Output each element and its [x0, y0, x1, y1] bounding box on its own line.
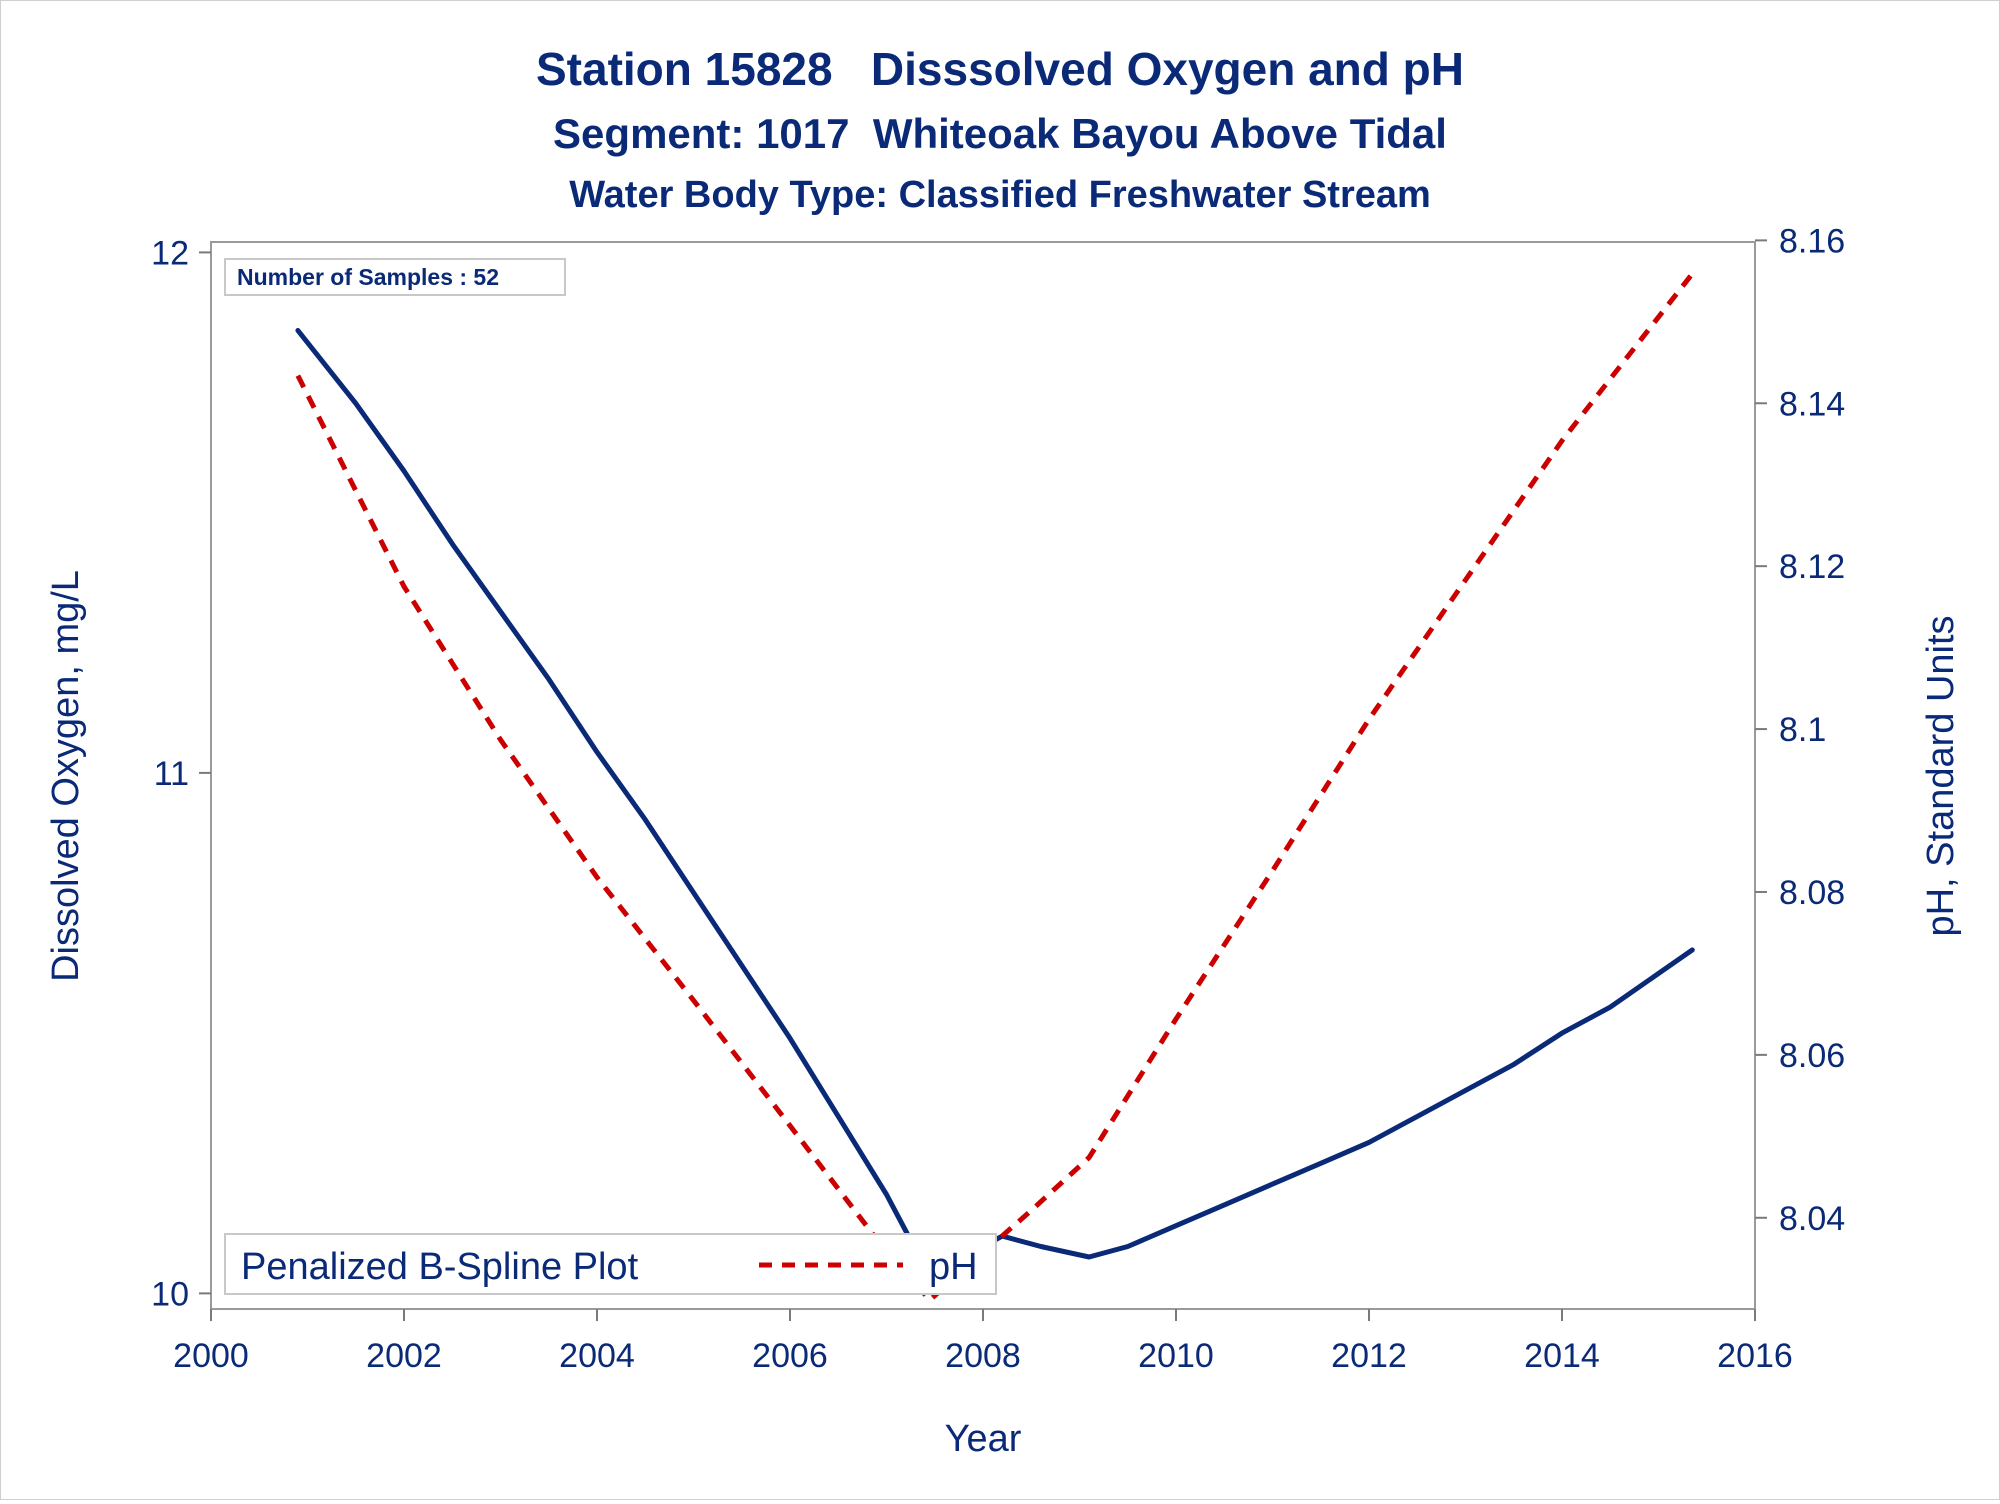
chart-title: Station 15828 Disssolved Oxygen and pH — [536, 43, 1464, 95]
y-right-tick-label: 8.16 — [1779, 222, 1845, 260]
x-tick-label: 2010 — [1138, 1337, 1214, 1375]
x-axis: 2000 2002 2004 2006 2008 2010 2012 2014 2016 — [173, 1309, 1793, 1375]
series-line-ph — [295, 272, 1695, 1303]
y-right-tick-label: 8.14 — [1779, 385, 1845, 423]
y-right-tick-label: 8.06 — [1779, 1037, 1845, 1075]
y-axis-right: 8.04 8.06 8.08 8.1 8.12 8.14 8.16 — [1755, 222, 1845, 1238]
chart-subtitle-2: Water Body Type: Classified Freshwater S… — [569, 174, 1431, 216]
y-left-tick-label: 10 — [151, 1275, 189, 1313]
y-left-tick-label: 11 — [154, 755, 189, 793]
legend-box — [224, 1233, 997, 1295]
series-layer — [295, 272, 1695, 1303]
legend: Penalized B-Spline Plot pH — [224, 1233, 997, 1295]
y-axis-left-label: Dissolved Oxygen, mg/L — [45, 570, 87, 982]
sample-count-box — [224, 258, 566, 296]
y-left-tick-label: 12 — [151, 234, 189, 272]
y-right-tick-label: 8.12 — [1779, 548, 1845, 586]
x-tick-label: 2002 — [366, 1337, 442, 1375]
chart-titles: Station 15828 Disssolved Oxygen and pH S… — [536, 43, 1464, 216]
legend-title: Penalized B-Spline Plot — [241, 1246, 639, 1288]
y-right-tick-label: 8.04 — [1779, 1200, 1845, 1238]
y-axis-left: 10 11 12 — [151, 234, 211, 1313]
legend-entry-ph: pH — [929, 1246, 978, 1288]
x-tick-label: 2004 — [559, 1337, 635, 1375]
x-tick-label: 2008 — [945, 1337, 1021, 1375]
y-right-tick-label: 8.1 — [1779, 711, 1826, 749]
sample-count-text: Number of Samples : 52 — [237, 264, 499, 290]
x-tick-label: 2012 — [1331, 1337, 1407, 1375]
y-right-tick-label: 8.08 — [1779, 874, 1845, 912]
chart-subtitle: Segment: 1017 Whiteoak Bayou Above Tidal — [553, 110, 1447, 157]
x-tick-label: 2016 — [1717, 1337, 1793, 1375]
x-tick-label: 2006 — [752, 1337, 828, 1375]
x-tick-label: 2000 — [173, 1337, 249, 1375]
y-axis-right-label: pH, Standard Units — [1920, 615, 1962, 936]
series-line-do — [295, 328, 1695, 1270]
plot-area — [210, 241, 1756, 1310]
sample-count-inset: Number of Samples : 52 — [224, 258, 566, 296]
x-axis-label: Year — [945, 1418, 1022, 1460]
x-tick-label: 2014 — [1524, 1337, 1600, 1375]
